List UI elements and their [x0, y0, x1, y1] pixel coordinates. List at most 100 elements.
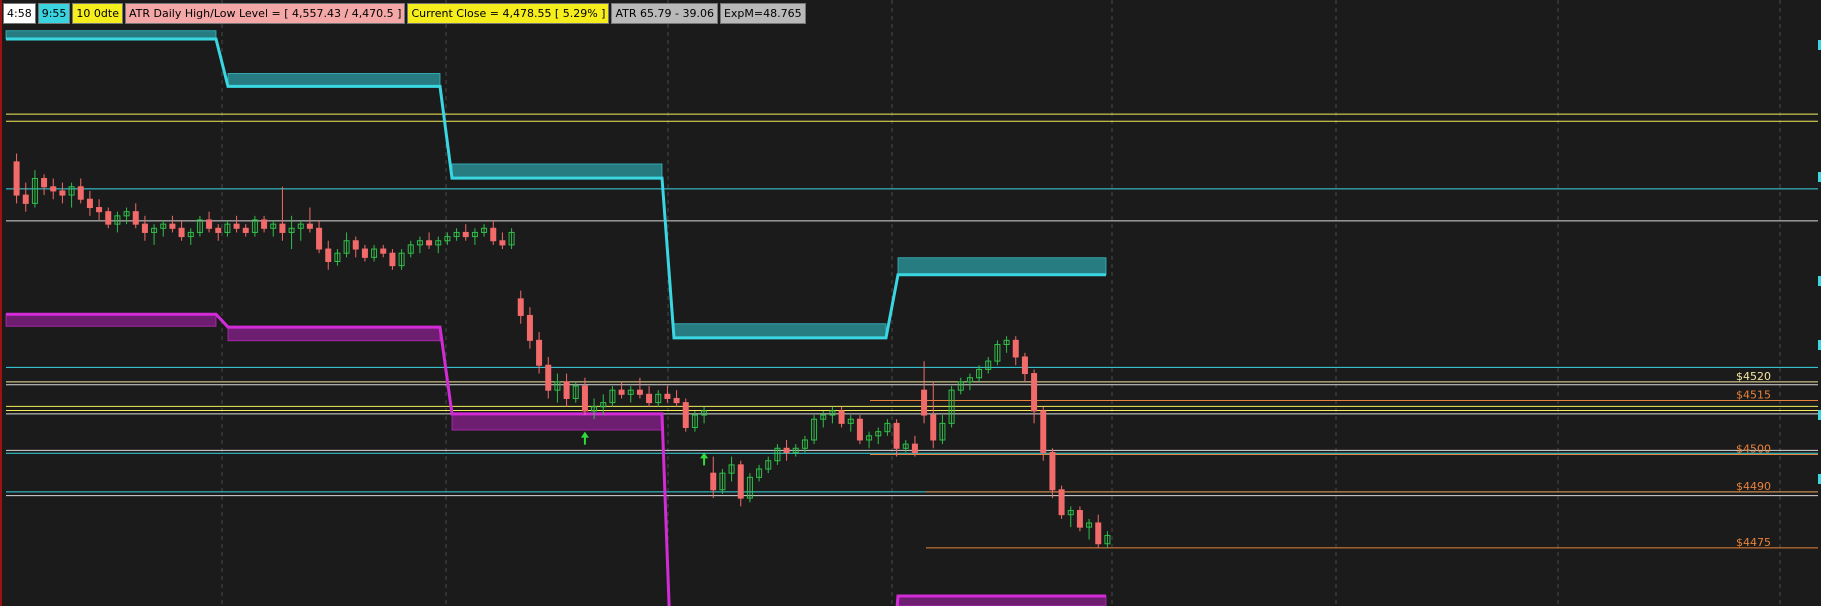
candle-body: [664, 393, 671, 399]
candle-body: [948, 389, 955, 424]
candle-body: [1104, 534, 1111, 545]
candle-body: [756, 468, 763, 478]
candle-body: [361, 248, 368, 258]
candle-body: [389, 252, 396, 267]
candle-body: [875, 431, 882, 437]
upper-band-segment: [897, 257, 1107, 276]
header-label-time: 4:58: [3, 3, 36, 24]
candle-body: [242, 227, 249, 233]
candle-body: [270, 223, 277, 229]
candle-body: [13, 161, 20, 196]
candle-body: [86, 198, 93, 209]
candle-body: [261, 219, 268, 229]
candle-body: [581, 385, 588, 412]
candle-body: [196, 219, 203, 233]
lower-band-segment: [451, 413, 663, 431]
candle-body: [141, 223, 148, 233]
candle-body: [554, 381, 561, 391]
right-edge-marker: [1818, 340, 1821, 350]
candle-body: [426, 240, 433, 246]
price-label: $4475: [1736, 536, 1771, 549]
candle-body: [334, 252, 341, 262]
candle-body: [96, 207, 103, 213]
candle-body: [325, 248, 332, 262]
candle-body: [407, 244, 414, 254]
candle-body: [737, 464, 744, 499]
candle-body: [976, 368, 983, 379]
candle-body: [921, 389, 928, 416]
candle-body: [884, 422, 891, 433]
up-arrow-icon: [700, 452, 709, 466]
candle-body: [187, 231, 194, 238]
candle-body: [435, 240, 442, 246]
candle-body: [105, 211, 112, 225]
candle-body: [499, 240, 506, 246]
candle-body: [1003, 339, 1010, 346]
candle-body: [444, 236, 451, 242]
candle-body: [618, 389, 625, 395]
candle-body: [1086, 522, 1093, 528]
upper-band-line: [6, 37, 1106, 340]
candle-body: [453, 231, 460, 238]
candle-body: [306, 223, 313, 229]
right-edge-marker: [1818, 276, 1821, 286]
candle-body: [1021, 356, 1028, 375]
candle-body: [783, 447, 790, 453]
candle-body: [957, 381, 964, 391]
candle-body: [820, 414, 827, 420]
candle-body: [1067, 510, 1074, 516]
candle-body: [682, 402, 689, 429]
candle-body: [508, 231, 515, 246]
candle-body: [655, 393, 662, 404]
upper-band-segment: [673, 323, 887, 339]
upper-band-segment: [451, 163, 663, 179]
candle-body: [160, 223, 167, 229]
candle-body: [343, 240, 350, 254]
candle-body: [22, 194, 29, 204]
candle-body: [169, 223, 176, 229]
candle-body: [985, 360, 992, 370]
candle-body: [994, 344, 1001, 362]
candle-body: [526, 314, 533, 341]
candle-body: [371, 248, 378, 258]
candle-body: [939, 422, 946, 441]
candle-body: [31, 177, 38, 204]
candle-body: [911, 443, 918, 453]
candle-body: [893, 422, 900, 449]
lower-band-segment: [5, 313, 217, 327]
candle-body: [536, 339, 543, 366]
price-label: $4500: [1736, 443, 1771, 456]
candle-body: [572, 385, 579, 399]
candle-body: [224, 223, 231, 233]
header-label-dte: 10 0dte: [72, 3, 123, 24]
candle-body: [930, 414, 937, 441]
indicator-header: 4:58 9:55 10 0dte ATR Daily High/Low Level …: [3, 3, 806, 24]
header-label-clock: 9:55: [37, 3, 71, 24]
candle-body: [1095, 522, 1102, 545]
candle-body: [151, 227, 158, 233]
candle-body: [701, 410, 708, 416]
candle-body: [673, 397, 680, 404]
candle-body: [545, 364, 552, 391]
candle-body: [774, 447, 781, 462]
header-label-atr-range: ATR 65.79 - 39.06: [611, 3, 718, 24]
candle-body: [691, 414, 698, 429]
lower-band-segment: [227, 326, 441, 342]
candle-body: [233, 223, 240, 229]
candle-body: [591, 406, 598, 412]
candle-body: [288, 227, 295, 233]
candle-body: [728, 464, 735, 474]
header-label-expm: ExpM=48.765: [719, 3, 806, 24]
price-label: $4490: [1736, 480, 1771, 493]
candle-body: [68, 186, 75, 196]
candle-body: [866, 435, 873, 441]
candle-body: [178, 227, 185, 238]
price-label: $4520: [1736, 370, 1771, 383]
candle-body: [1049, 451, 1056, 491]
candle-body: [563, 381, 570, 399]
candle-body: [801, 439, 808, 449]
right-edge-marker: [1818, 474, 1821, 484]
lower-band-line: [6, 312, 1106, 606]
candle-body: [600, 402, 607, 408]
candle-body: [1031, 373, 1038, 412]
